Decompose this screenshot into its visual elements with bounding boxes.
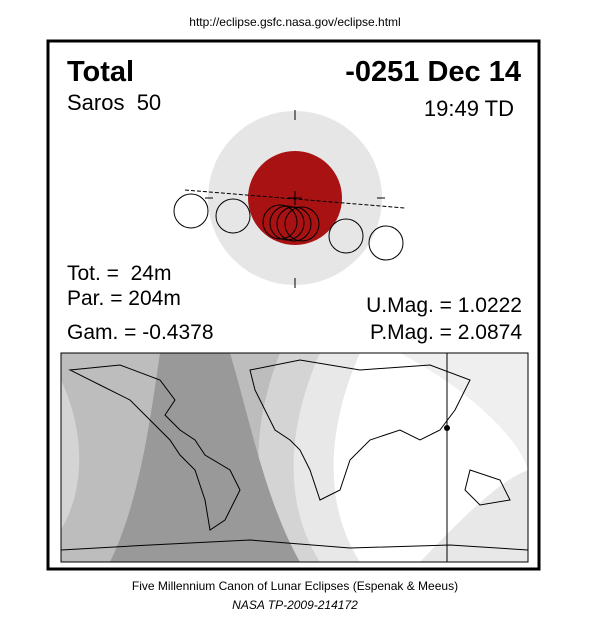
totality: Tot. = 24m bbox=[67, 262, 171, 285]
url: http://eclipse.gsfc.nasa.gov/eclipse.htm… bbox=[189, 15, 400, 29]
date: -0251 Dec 14 bbox=[345, 56, 521, 88]
partiality: Par. = 204m bbox=[67, 287, 181, 310]
umbral-magnitude: U.Mag. = 1.0222 bbox=[366, 294, 522, 317]
eclipse-type: Total bbox=[67, 56, 134, 88]
world-map bbox=[60, 352, 529, 563]
saros: Saros 50 bbox=[67, 90, 161, 115]
time: 19:49 TD bbox=[424, 96, 514, 121]
penumbral-magnitude: P.Mag. = 2.0874 bbox=[370, 321, 522, 344]
credit: Five Millennium Canon of Lunar Eclipses … bbox=[132, 579, 458, 593]
publication: NASA TP-2009-214172 bbox=[232, 598, 358, 612]
eclipse-geometry bbox=[173, 110, 406, 288]
gamma: Gam. = -0.4378 bbox=[67, 321, 214, 344]
